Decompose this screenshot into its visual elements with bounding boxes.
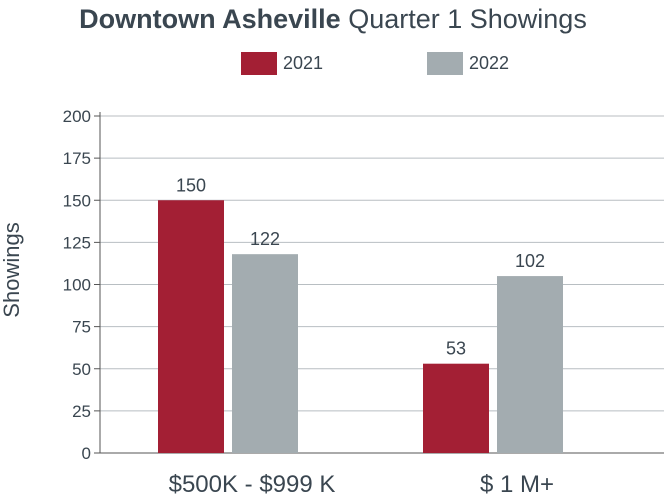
y-tick-label-75: 75 xyxy=(72,318,91,337)
y-tick-label-50: 50 xyxy=(72,360,91,379)
bar-2021-1 xyxy=(423,363,489,453)
data-label-2022-0: 122 xyxy=(250,229,280,249)
legend: 2021 2022 xyxy=(0,50,666,76)
y-tick-label-150: 150 xyxy=(63,191,91,210)
bar-2021-0 xyxy=(158,200,224,453)
chart-title-bold: Downtown Asheville xyxy=(79,4,341,34)
legend-item-2021: 2021 xyxy=(241,50,323,76)
legend-swatch-2022 xyxy=(427,51,463,75)
legend-item-2022: 2022 xyxy=(427,50,509,76)
x-tick-label-0: $500K - $999 K xyxy=(169,471,336,498)
legend-label-2022: 2022 xyxy=(469,52,510,73)
y-tick-label-100: 100 xyxy=(63,276,91,295)
legend-swatch-2021 xyxy=(241,51,277,75)
chart-title-light: Quarter 1 Showings xyxy=(348,4,587,34)
y-tick-label-125: 125 xyxy=(63,233,91,252)
chart-title: Downtown Asheville Quarter 1 Showings xyxy=(0,4,666,35)
y-tick-label-200: 200 xyxy=(63,107,91,126)
x-tick-label-1: $ 1 M+ xyxy=(480,471,554,498)
legend-label-2021: 2021 xyxy=(283,52,324,73)
bar-2022-1 xyxy=(497,276,563,453)
data-label-2021-0: 150 xyxy=(176,175,206,195)
data-label-2022-1: 102 xyxy=(515,251,545,271)
data-label-2021-1: 53 xyxy=(446,339,466,359)
y-tick-label-25: 25 xyxy=(72,402,91,421)
y-axis-label: Showings xyxy=(0,222,24,317)
y-tick-label-175: 175 xyxy=(63,149,91,168)
y-tick-label-0: 0 xyxy=(82,444,91,463)
bar-2022-0 xyxy=(232,254,298,453)
